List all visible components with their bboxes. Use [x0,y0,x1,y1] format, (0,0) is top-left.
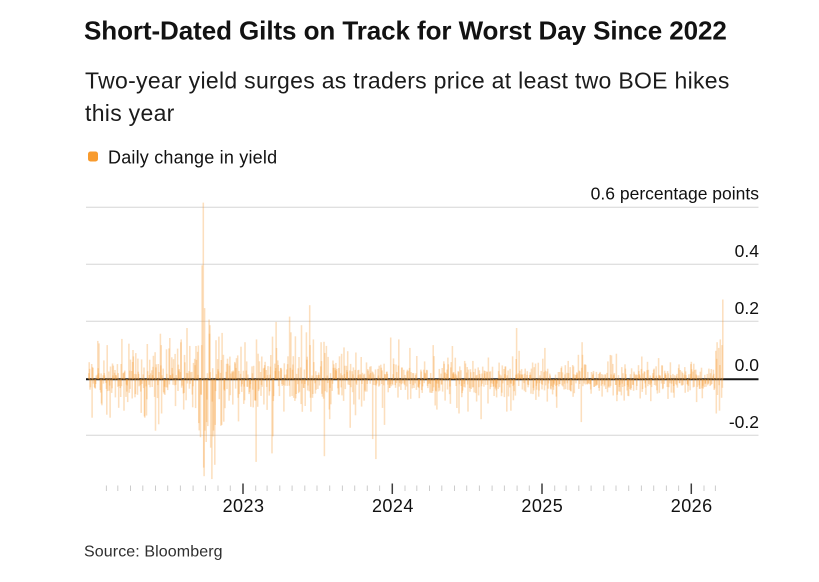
svg-text:Daily change in yield: Daily change in yield [108,148,277,168]
svg-text:2025: 2025 [521,496,563,516]
svg-text:Short-Dated Gilts on Track for: Short-Dated Gilts on Track for Worst Day… [84,16,727,46]
svg-text:2024: 2024 [372,496,414,516]
svg-text:this year: this year [85,100,175,126]
svg-text:0.2: 0.2 [735,298,759,318]
svg-text:-0.2: -0.2 [729,412,759,432]
svg-text:2023: 2023 [223,496,265,516]
svg-text:0.0: 0.0 [735,355,760,375]
svg-text:Source: Bloomberg: Source: Bloomberg [84,544,223,561]
svg-text:Two-year yield surges as trade: Two-year yield surges as traders price a… [85,68,730,94]
svg-text:0.6 percentage points: 0.6 percentage points [591,184,760,204]
svg-text:2026: 2026 [671,496,713,516]
svg-text:0.4: 0.4 [735,241,760,261]
